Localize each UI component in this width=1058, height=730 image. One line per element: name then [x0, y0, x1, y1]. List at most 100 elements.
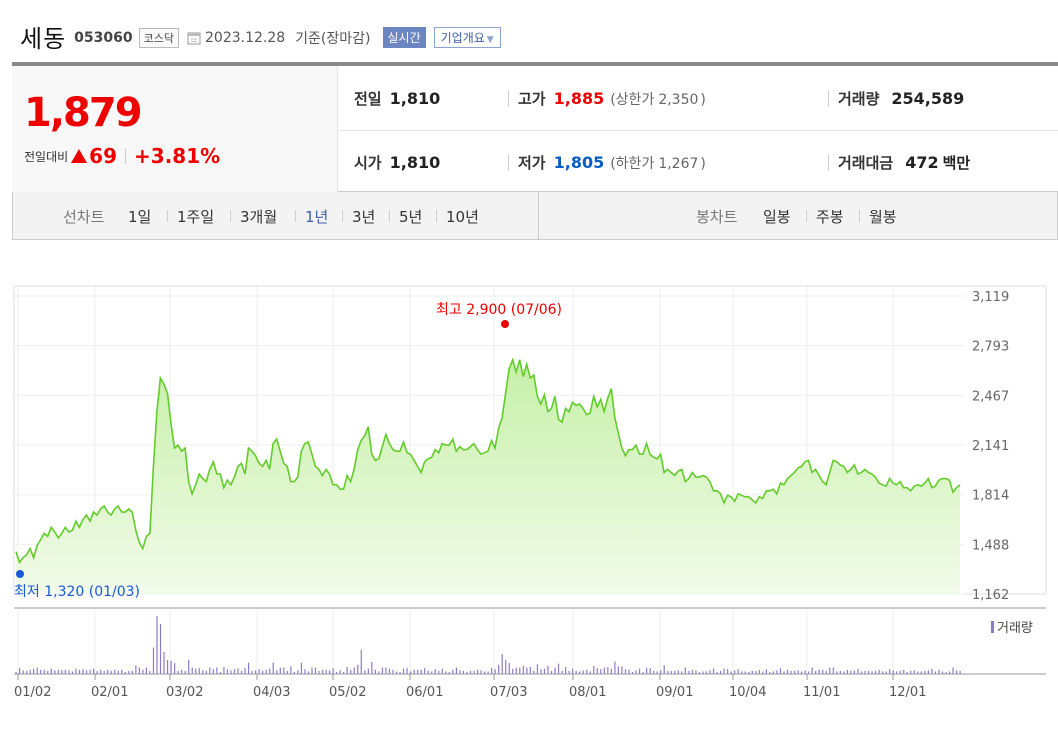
volume-bar [269, 668, 271, 674]
volume-bar [392, 669, 394, 674]
volume-legend-swatch [991, 621, 994, 633]
candle-daily[interactable]: 일봉 [763, 208, 791, 226]
volume-bar [843, 671, 845, 674]
high-marker [501, 320, 509, 328]
volume-bar [631, 672, 634, 674]
calendar-icon [187, 32, 201, 45]
volume-bar [276, 670, 278, 674]
x-tick-label: 03/02 [166, 685, 203, 700]
volume-bar [103, 670, 105, 674]
volume-bar [483, 671, 486, 674]
candle-weekly[interactable]: 주봉 [816, 208, 844, 226]
volume-bar [646, 668, 648, 674]
volume-bar [762, 671, 764, 674]
volume-bar [684, 667, 686, 674]
volume-bar [138, 667, 140, 674]
volume-bar [64, 669, 67, 674]
candle-monthly[interactable]: 월봉 [869, 208, 897, 226]
volume-bar [247, 662, 250, 674]
volume-bar [653, 670, 655, 674]
volume-bar [896, 671, 898, 674]
period-bar-divider [538, 192, 539, 239]
volume-bar [244, 668, 246, 674]
volume-bar [804, 670, 806, 674]
high-label: 고가 [518, 90, 546, 108]
cell-divider [508, 91, 509, 107]
volume-bar [364, 670, 366, 674]
period-1w[interactable]: 1주일 [177, 208, 215, 226]
volume-bar [223, 667, 225, 674]
volume-bar [237, 668, 239, 674]
volume-bar [233, 669, 236, 674]
volume-bar [417, 669, 419, 674]
volume-bar [307, 671, 310, 674]
volume-bar [878, 669, 880, 674]
volume-bar [512, 668, 514, 674]
volume-bar [336, 672, 338, 674]
period-5y[interactable]: 5년 [399, 208, 423, 226]
volume-bar [899, 670, 901, 674]
volume-bar [166, 660, 169, 674]
volume-bar [927, 670, 929, 674]
x-tick-label: 09/01 [656, 685, 693, 700]
low-label: 저가 [518, 154, 546, 172]
volume-bar [114, 669, 116, 674]
realtime-button[interactable]: 실시간 [382, 27, 426, 48]
y-tick-label: 2,793 [972, 340, 1009, 355]
volume-bar [607, 667, 609, 674]
period-1d[interactable]: 1일 [128, 208, 152, 226]
volume-bar [526, 667, 528, 674]
volume-bar [642, 672, 644, 674]
volume-bar [50, 668, 52, 674]
period-divider [295, 210, 296, 222]
upper-limit-value: 2,350 [658, 92, 699, 108]
volume-bar [410, 671, 412, 674]
volume-bar [864, 670, 866, 674]
period-3y[interactable]: 3년 [352, 208, 376, 226]
volume-bar [427, 670, 429, 674]
volume-bar [931, 668, 933, 674]
volume-bar [857, 668, 859, 674]
volume-bar [395, 671, 398, 674]
period-10y[interactable]: 10년 [446, 208, 479, 226]
low-price: 저가 1,805 (하한가 1,267 ) [518, 152, 706, 173]
period-divider [167, 210, 168, 222]
volume-bar [730, 671, 732, 674]
volume-bar [677, 670, 679, 674]
volume-bar [54, 670, 56, 674]
volume-bar [216, 667, 218, 674]
volume-bar [255, 670, 257, 674]
volume-bar [212, 669, 214, 674]
volume-bar [822, 669, 824, 674]
volume-bar [772, 671, 775, 674]
volume-bar [57, 669, 59, 674]
volume-bar [498, 664, 500, 674]
volume-bar [522, 665, 524, 674]
volume-bar [135, 665, 137, 674]
volume-bar [691, 669, 693, 674]
volume-bar [519, 667, 521, 674]
company-info-dropdown[interactable]: 기업개요 ▼ [433, 27, 501, 48]
volume-bar [582, 670, 584, 674]
upper-limit-close: ) [700, 92, 706, 108]
volume-bar [452, 669, 454, 674]
volume-bar [15, 672, 17, 674]
period-divider [342, 210, 343, 222]
volume-bar [744, 671, 746, 674]
change-label: 전일대비 [24, 149, 69, 164]
volume-bar [955, 670, 958, 674]
volume-bar [941, 671, 944, 674]
volume-bar [533, 670, 535, 674]
change-amount: 69 [89, 144, 118, 168]
volume-bar [628, 669, 630, 674]
volume-bar [487, 671, 489, 674]
volume-bar [765, 669, 767, 674]
volume-bar [85, 670, 88, 674]
volume-bar [610, 668, 612, 674]
volume-bar [800, 671, 803, 674]
volume-bar [846, 669, 848, 674]
volume-bar [343, 672, 345, 674]
period-3m[interactable]: 3개월 [240, 208, 278, 226]
period-1y[interactable]: 1년 [305, 208, 329, 226]
volume-bar [385, 667, 387, 674]
